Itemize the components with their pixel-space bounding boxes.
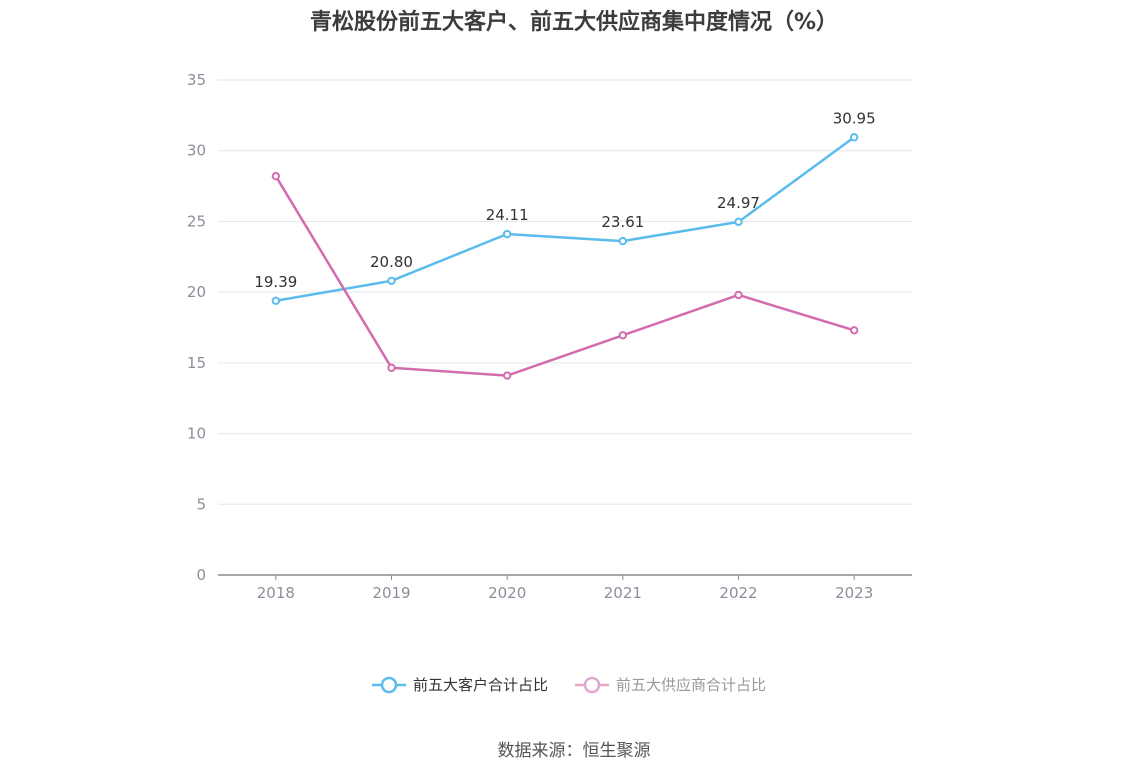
legend-label: 前五大供应商合计占比 [616,676,766,694]
x-tick-label: 2019 [372,584,410,602]
data-point [387,276,396,286]
x-tick-label: 2020 [488,584,526,602]
y-tick-label: 0 [196,566,206,584]
y-tick-label: 30 [187,142,206,160]
y-tick-label: 20 [187,283,206,301]
data-labels: 19.39 20.80 24.11 23.61 24.97 30.95 [254,109,875,290]
data-point [618,236,628,246]
data-point [502,371,512,380]
x-axis-ticks: 2018 2019 2020 2021 2022 2023 [257,575,873,602]
data-point [271,171,281,181]
data-point [502,229,512,239]
legend: 前五大客户合计占比 前五大供应商合计占比 [372,676,766,694]
series-lines [271,133,859,380]
y-tick-label: 35 [187,71,206,89]
grid-lines [218,79,912,505]
legend-swatch-marker [380,676,398,694]
y-tick-label: 5 [196,495,206,513]
series-line-0 [275,136,855,303]
data-point [849,326,859,335]
x-tick-label: 2023 [835,584,873,602]
x-tick-label: 2018 [257,584,295,602]
data-point [271,296,281,305]
y-axis-ticks: 0 5 10 15 20 25 30 35 [187,71,206,584]
data-label: 20.80 [370,253,413,271]
data-label: 24.11 [486,206,529,224]
data-point [734,217,743,227]
chart-title: 青松股份前五大客户、前五大供应商集中度情况（%） [309,10,839,35]
data-label: 23.61 [601,213,644,231]
data-point [734,290,743,300]
data-label: 30.95 [833,109,876,127]
data-label: 19.39 [254,273,297,291]
data-label: 24.97 [717,194,760,212]
y-tick-label: 15 [187,354,206,372]
legend-swatch-marker [583,676,601,694]
y-tick-label: 10 [187,425,206,443]
data-point [618,331,628,340]
data-point [387,363,396,373]
data-point [849,133,859,142]
x-tick-label: 2022 [719,584,757,602]
x-tick-label: 2021 [604,584,642,602]
y-tick-label: 25 [187,212,206,230]
series-line-1 [274,175,855,377]
legend-label: 前五大客户合计占比 [413,676,548,694]
source-note: 数据来源：恒生聚源 [497,741,651,761]
